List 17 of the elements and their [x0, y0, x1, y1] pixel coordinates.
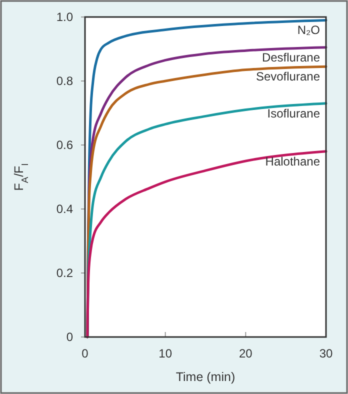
series-label: N₂O — [297, 23, 320, 38]
y-tick-label: 0.4 — [56, 202, 74, 216]
y-tick-label: 1.0 — [56, 10, 74, 24]
x-tick-label: 20 — [238, 346, 253, 361]
x-axis-title: Time (min) — [176, 370, 236, 384]
y-tick-label: 0.6 — [56, 138, 74, 152]
y-tick-label: 0.8 — [56, 74, 74, 88]
y-tick-label: 0 — [66, 330, 74, 344]
series-label: Halothane — [265, 154, 320, 168]
series-label: Isoflurane — [267, 106, 320, 120]
x-tick-label: 10 — [158, 346, 172, 361]
x-tick-label: 30 — [319, 346, 333, 361]
line-series — [86, 150, 328, 338]
series-label: Desflurane — [262, 50, 320, 64]
x-tick-label: 0 — [82, 346, 89, 361]
y-tick-label: 0.2 — [56, 266, 74, 280]
series-label: Sevoflurane — [256, 70, 320, 84]
